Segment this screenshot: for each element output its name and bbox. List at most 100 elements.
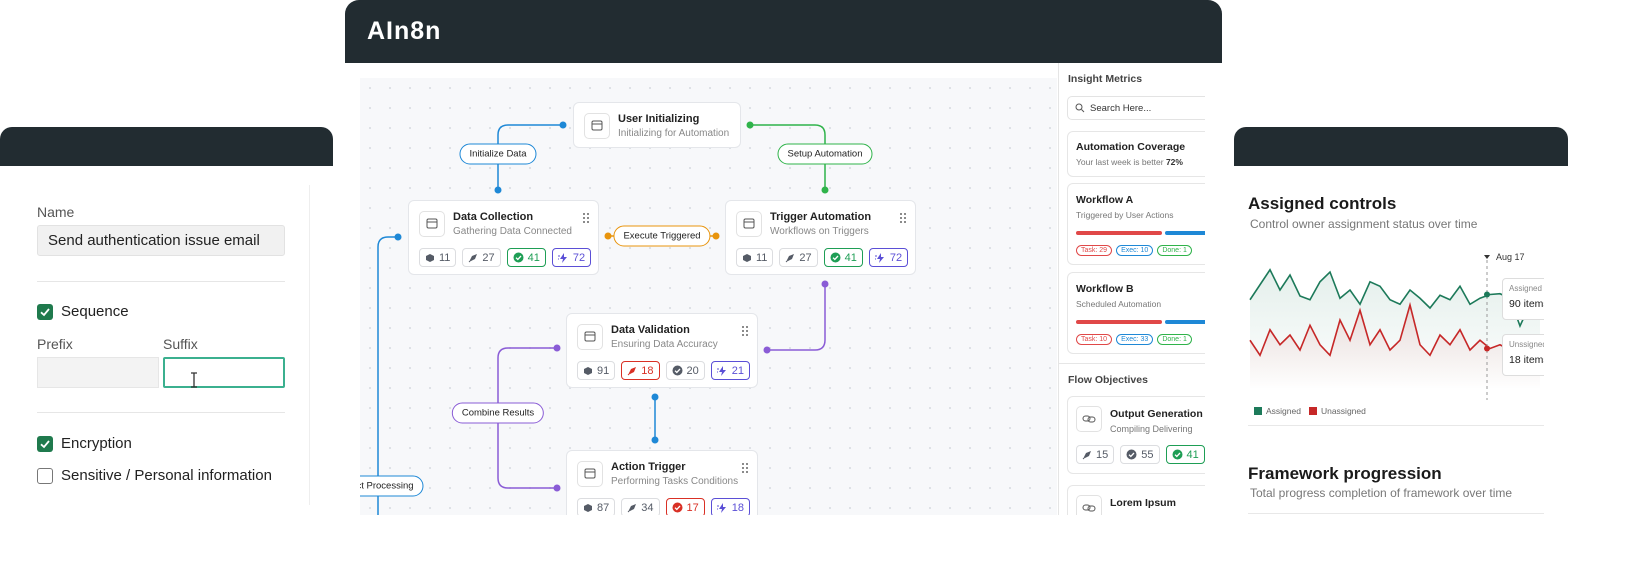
badge: 11	[736, 248, 774, 267]
badge-value: 41	[1186, 448, 1199, 461]
node-title: User Initializing	[618, 113, 700, 125]
suffix-input[interactable]	[163, 357, 285, 388]
icon	[1082, 504, 1096, 512]
section-title: Framework progression	[1248, 464, 1442, 483]
icon	[584, 331, 596, 342]
workflow-card: Workflow B Scheduled Automation Task: 10 Ex…	[1067, 272, 1205, 354]
badge: 27	[462, 248, 501, 267]
legend-swatch	[1254, 407, 1262, 415]
tag: Task: 29	[1076, 245, 1113, 256]
marker-point	[1484, 291, 1490, 298]
search-placeholder: Search Here...	[1090, 103, 1152, 114]
port	[763, 346, 771, 354]
port	[746, 121, 754, 129]
card-title: Workflow B	[1076, 283, 1134, 295]
icon	[830, 252, 841, 263]
name-input[interactable]: Send authentication issue email	[37, 225, 285, 256]
legend-item: Assigned	[1254, 406, 1301, 416]
marker-point	[1484, 345, 1490, 352]
icon	[627, 503, 637, 512]
separator	[1059, 363, 1205, 364]
port	[559, 121, 567, 129]
card-icon	[1076, 406, 1102, 432]
badge-row: 11 27 41 72	[736, 248, 909, 267]
tag: Task: 10	[1076, 334, 1113, 345]
badge-row: 15 55 41	[1076, 445, 1205, 464]
badge: 41	[1165, 445, 1205, 464]
coverage-text: Your last week is better	[1076, 157, 1164, 167]
node-subtitle: Gathering Data Connected	[453, 226, 572, 237]
tag: Done: 1	[1157, 334, 1192, 345]
tag-row: Task: 29 Exec: 10 Done: 1	[1076, 245, 1192, 256]
badge-value: 11	[439, 251, 451, 264]
checkbox[interactable]	[37, 436, 53, 452]
port	[494, 186, 502, 194]
badge: 11	[419, 248, 457, 267]
sidebar-title: Insight Metrics	[1068, 73, 1143, 85]
progress-bar	[1076, 231, 1205, 235]
badge-value: 18	[731, 501, 744, 514]
badge: 15	[1076, 445, 1115, 464]
icon	[874, 252, 884, 263]
icon	[900, 213, 906, 223]
drag-handle	[899, 211, 907, 229]
edge-label: Execute Triggered	[613, 225, 711, 247]
badge-value: 11	[756, 251, 768, 264]
tag-row: Task: 10 Exec: 33 Done: 1	[1076, 334, 1192, 345]
workflow-canvas: User Initializing Initializing for Automa…	[360, 78, 1057, 515]
badge-row: 91 18 20 21	[577, 361, 750, 380]
badge-value: 15	[1096, 448, 1109, 461]
separator	[37, 412, 285, 413]
card-text: Your last week is better 72%	[1076, 157, 1183, 167]
checkbox[interactable]	[37, 304, 53, 320]
icon	[583, 213, 589, 223]
port	[553, 484, 561, 492]
icon	[672, 502, 682, 513]
search-icon	[1075, 103, 1085, 113]
checkbox[interactable]	[37, 468, 53, 484]
card-title: Automation Coverage	[1076, 141, 1186, 153]
badge: 27	[779, 248, 818, 267]
workflow-node[interactable]: Action Trigger Performing Tasks Condition…	[566, 450, 758, 515]
badge-value: 17	[686, 501, 699, 514]
search-box[interactable]: Search Here...	[1067, 96, 1205, 120]
icon	[716, 502, 726, 513]
tooltip-label: Assigned	[1509, 284, 1542, 293]
badge-value: 27	[799, 251, 812, 264]
prefix-input[interactable]	[37, 357, 159, 388]
port	[651, 393, 659, 401]
card-icon	[1076, 495, 1102, 515]
progress-segment	[1165, 231, 1205, 235]
icon	[513, 252, 524, 263]
icon	[786, 253, 795, 262]
line-chart	[1249, 255, 1541, 400]
workflow-node[interactable]: Data Validation Ensuring Data Accuracy 91 1…	[566, 313, 758, 388]
node-subtitle: Performing Tasks Conditions	[611, 476, 739, 487]
edge	[377, 236, 398, 515]
separator	[1248, 425, 1544, 426]
workflow-card: Workflow A Triggered by User Actions Task:…	[1067, 183, 1205, 265]
node-title: Data Collection	[453, 211, 534, 223]
edges	[377, 121, 829, 515]
badge: 72	[551, 248, 592, 267]
badge: 55	[1120, 445, 1160, 464]
icon	[627, 366, 637, 375]
option-label: Encryption	[61, 435, 132, 452]
node-subtitle: Workflows on Triggers	[770, 226, 869, 237]
node-subtitle: Ensuring Data Accuracy	[611, 339, 718, 350]
workflow-node[interactable]: User Initializing Initializing for Automa…	[573, 102, 741, 148]
icon	[716, 365, 726, 376]
badge-value: 72	[889, 251, 903, 264]
area-fill	[1250, 305, 1540, 390]
workflow-node[interactable]: Trigger Automation Workflows on Triggers 1…	[725, 200, 916, 275]
edge-label: Initialize Data	[459, 143, 537, 165]
node-icon	[577, 461, 603, 487]
icon	[584, 468, 596, 479]
badge: 41	[506, 248, 546, 267]
workflow-node[interactable]: Data Collection Gathering Data Connected 1…	[408, 200, 599, 275]
edge	[497, 124, 563, 190]
icon	[743, 253, 751, 262]
icon	[557, 252, 567, 263]
icon	[584, 503, 592, 512]
